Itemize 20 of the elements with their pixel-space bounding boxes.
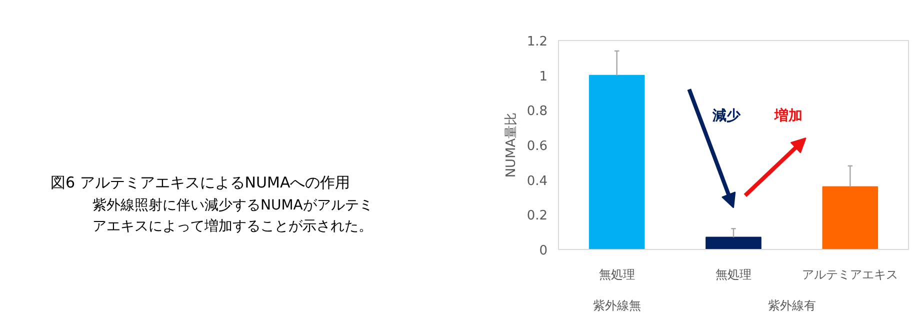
y-tick-label: 0.4 <box>526 174 548 189</box>
x-tick-label: 無処理 <box>598 268 635 282</box>
x-tick-label: アルテミアエキス <box>802 268 898 282</box>
annotation: 減少 <box>712 108 742 124</box>
y-tick-label: 0 <box>539 244 548 258</box>
bar <box>822 186 878 250</box>
annotation: 増加 <box>773 107 802 124</box>
y-tick-label: 1 <box>539 69 548 84</box>
x-tick-label: 無処理 <box>716 268 752 282</box>
y-tick-label: 0.6 <box>526 139 548 154</box>
y-tick-label: 0.8 <box>526 104 548 120</box>
y-axis-title: NUMA量比 <box>504 112 519 178</box>
text: 図6 アルテミアエキスによるNUMAへの作用 <box>50 174 350 192</box>
y-tick-label: 0.2 <box>526 208 548 224</box>
text: 紫外線照射に伴い減少するNUMAがアルテミアエキスによって増加することが示された。 <box>92 198 373 234</box>
bar <box>588 74 645 250</box>
text: 紫外線有 <box>768 298 816 312</box>
text: 紫外線無 <box>592 298 641 312</box>
bar <box>706 236 762 250</box>
y-tick-label: 1.2 <box>526 34 548 50</box>
